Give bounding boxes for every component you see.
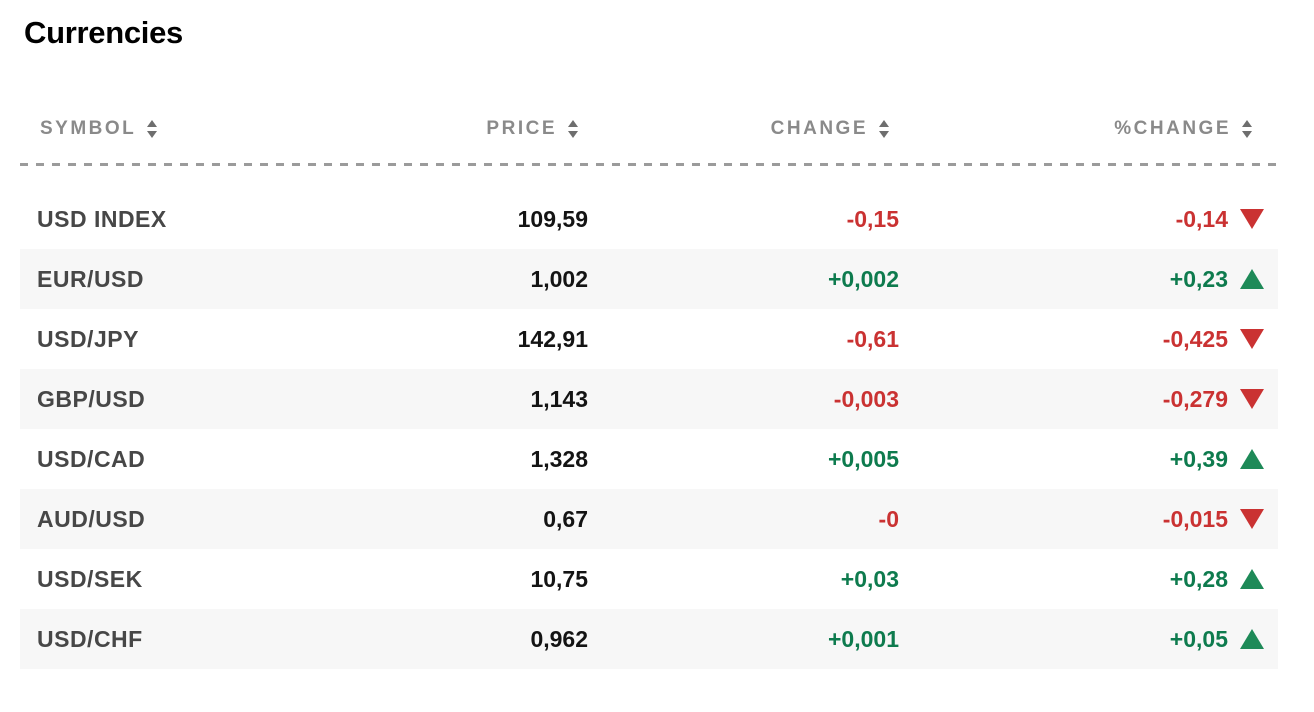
pct-change-cell: +0,39 [899, 446, 1278, 473]
sort-icon[interactable] [1242, 120, 1252, 139]
pct-change-cell: -0,14 [899, 206, 1278, 233]
table-row: AUD/USD 0,67 -0 -0,015 [20, 489, 1278, 550]
symbol-cell[interactable]: USD/CAD [37, 445, 146, 472]
pct-change-cell: -0,425 [899, 326, 1278, 353]
sort-icon[interactable] [147, 120, 158, 139]
price-cell: 1,143 [530, 385, 588, 412]
table-row: USD/SEK 10,75 +0,03 +0,28 [20, 549, 1278, 610]
change-cell: -0,15 [846, 205, 899, 232]
trend-down-icon [1240, 209, 1264, 230]
table-row: USD/CAD 1,328 +0,005 +0,39 [20, 429, 1278, 490]
pct-change-cell: -0,279 [899, 386, 1278, 413]
symbol-cell[interactable]: AUD/USD [37, 505, 146, 532]
trend-up-icon [1240, 449, 1264, 470]
price-cell: 1,328 [530, 445, 588, 472]
trend-down-icon [1240, 329, 1264, 350]
trend-down-icon [1240, 389, 1264, 410]
change-cell: +0,03 [840, 565, 899, 592]
table-row: USD INDEX 109,59 -0,15 -0,14 [20, 189, 1278, 250]
header-cell-symbol[interactable]: SYMBOL [20, 118, 310, 140]
pct-change-cell: -0,015 [899, 506, 1278, 533]
pct-change-cell: +0,28 [899, 566, 1278, 593]
header-cell-price[interactable]: PRICE [310, 118, 588, 140]
trend-up-icon [1240, 569, 1264, 590]
pct-change-value: -0,015 [1162, 505, 1228, 532]
change-cell: +0,001 [828, 625, 899, 652]
pct-change-value: +0,05 [1169, 625, 1228, 652]
symbol-cell[interactable]: EUR/USD [37, 265, 145, 292]
price-cell: 10,75 [530, 565, 588, 592]
header-label: %CHANGE [1114, 118, 1231, 140]
currencies-table: SYMBOL PRICE CHANGE %CHANGE USD INDEX 10… [20, 107, 1278, 670]
pct-change-cell: +0,23 [899, 266, 1278, 293]
header-label: SYMBOL [40, 118, 137, 140]
header-cell-change[interactable]: CHANGE [588, 118, 899, 140]
trend-up-icon [1240, 269, 1264, 290]
symbol-cell[interactable]: GBP/USD [37, 385, 146, 412]
header-cell-pct-change[interactable]: %CHANGE [899, 118, 1278, 140]
pct-change-cell: +0,05 [899, 626, 1278, 653]
change-cell: +0,005 [828, 445, 899, 472]
table-row: EUR/USD 1,002 +0,002 +0,23 [20, 249, 1278, 310]
table-row: USD/JPY 142,91 -0,61 -0,425 [20, 309, 1278, 370]
table-row: GBP/USD 1,143 -0,003 -0,279 [20, 369, 1278, 430]
price-cell: 0,962 [530, 625, 588, 652]
pct-change-value: -0,279 [1162, 385, 1228, 412]
symbol-cell[interactable]: USD/JPY [37, 325, 139, 352]
price-cell: 109,59 [517, 205, 588, 232]
table-header-row: SYMBOL PRICE CHANGE %CHANGE [20, 107, 1278, 151]
header-label: CHANGE [770, 118, 868, 140]
dashed-divider [20, 163, 1278, 167]
pct-change-value: +0,23 [1169, 265, 1228, 292]
symbol-cell[interactable]: USD INDEX [37, 205, 167, 232]
table-row: USD/CHF 0,962 +0,001 +0,05 [20, 609, 1278, 670]
sort-icon[interactable] [568, 120, 578, 139]
symbol-cell[interactable]: USD/SEK [37, 565, 143, 592]
table-body: USD INDEX 109,59 -0,15 -0,14 EUR/USD 1,0… [20, 189, 1278, 670]
pct-change-value: +0,39 [1169, 445, 1228, 472]
pct-change-value: +0,28 [1169, 565, 1228, 592]
price-cell: 142,91 [517, 325, 588, 352]
price-cell: 0,67 [543, 505, 588, 532]
trend-up-icon [1240, 629, 1264, 650]
change-cell: -0,61 [846, 325, 899, 352]
symbol-cell[interactable]: USD/CHF [37, 625, 143, 652]
header-label: PRICE [486, 118, 557, 140]
change-cell: -0 [878, 505, 899, 532]
pct-change-value: -0,425 [1162, 325, 1228, 352]
trend-down-icon [1240, 509, 1264, 530]
sort-icon[interactable] [879, 120, 889, 139]
price-cell: 1,002 [530, 265, 588, 292]
change-cell: -0,003 [833, 385, 899, 412]
page-title: Currencies [24, 15, 183, 50]
pct-change-value: -0,14 [1175, 205, 1228, 232]
change-cell: +0,002 [828, 265, 899, 292]
